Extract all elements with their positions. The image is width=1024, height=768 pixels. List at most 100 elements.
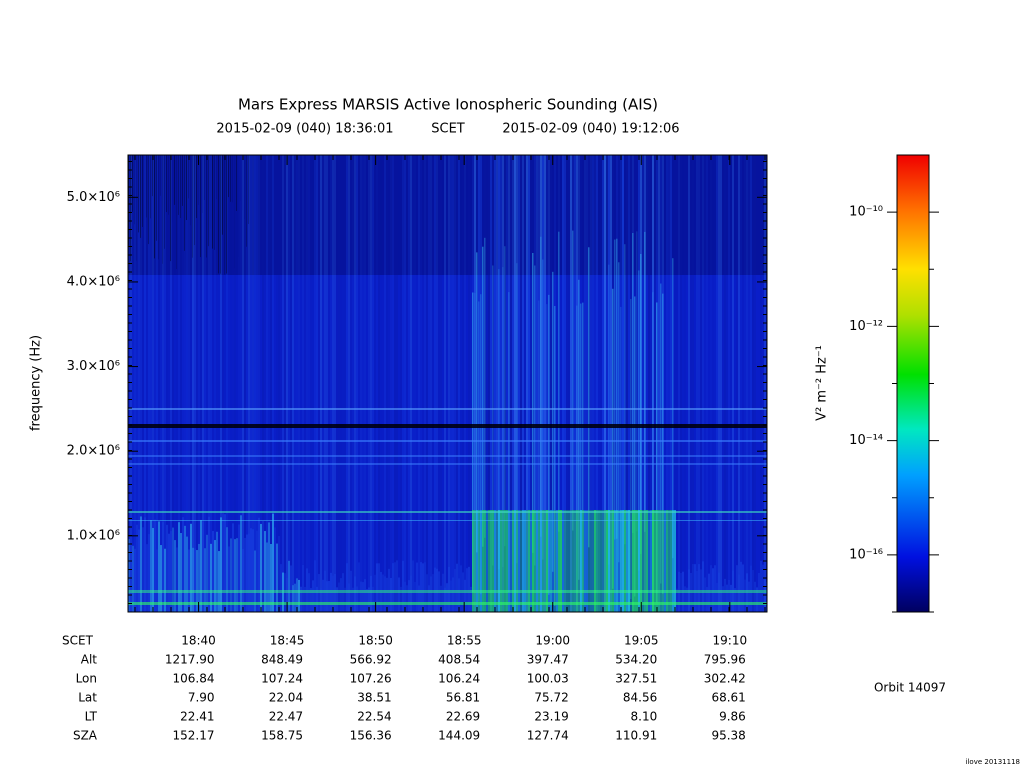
ephemeris-value: 795.96 <box>704 653 746 667</box>
spectrogram-texture <box>504 155 506 612</box>
spectrogram-texture <box>580 510 582 612</box>
x-tick-label: 18:50 <box>358 634 393 648</box>
spectrogram-texture <box>548 510 550 612</box>
spectrogram-texture <box>160 545 162 612</box>
ephemeris-value: 22.47 <box>269 710 303 724</box>
spectrogram-texture <box>222 513 224 612</box>
spectrogram-texture <box>538 300 540 601</box>
spectrogram-texture <box>582 302 584 603</box>
spectrogram-texture <box>394 155 396 612</box>
spectrogram-texture <box>206 155 207 258</box>
ephemeris-value: 56.81 <box>446 691 480 705</box>
spectrogram-texture <box>500 510 502 612</box>
spectrogram-texture <box>398 155 400 612</box>
spectrogram-texture <box>446 583 448 612</box>
ephemeris-value: 152.17 <box>173 729 215 743</box>
spectrogram-texture <box>544 155 546 612</box>
spectrogram-texture <box>568 510 570 612</box>
spectrogram-texture <box>604 510 606 612</box>
spectrogram-texture <box>640 253 642 554</box>
spectrogram-texture <box>486 510 488 612</box>
spectrogram-texture <box>300 155 302 612</box>
spectrogram-texture <box>418 585 420 612</box>
spectrogram-texture <box>490 510 492 612</box>
spectrogram-texture <box>190 523 192 612</box>
ephemeris-value: 302.42 <box>704 672 746 686</box>
spectrogram-texture <box>552 510 554 612</box>
spectrogram-texture <box>628 510 630 612</box>
spectrogram-texture <box>650 155 652 612</box>
spectrogram-texture <box>702 155 704 612</box>
spectrogram-texture <box>346 563 348 612</box>
spectrogram-texture <box>734 588 736 612</box>
spectrogram-texture <box>410 155 412 612</box>
spectrogram-texture <box>692 155 694 612</box>
spectrogram-texture <box>580 303 582 604</box>
spectrogram-texture <box>594 510 596 612</box>
spectrogram-texture <box>614 155 616 612</box>
colorbar-tick-label: 10⁻¹⁶ <box>849 547 883 562</box>
spectrogram-texture <box>226 527 228 612</box>
spectrogram-texture <box>506 155 508 612</box>
spectrogram-texture <box>146 155 148 612</box>
spectrogram-texture <box>638 510 640 612</box>
spectrogram-texture <box>532 155 534 612</box>
spectrogram-texture <box>206 534 208 612</box>
spectrogram-texture <box>332 155 334 612</box>
spectrogram-texture <box>764 155 766 612</box>
spectrogram-texture <box>426 574 428 612</box>
spectrogram-texture <box>474 292 476 593</box>
spectrogram-texture <box>400 586 402 612</box>
spectrogram-texture <box>510 155 512 612</box>
spectrogram-texture <box>750 565 752 612</box>
spectrogram-texture <box>172 155 173 223</box>
spectrogram-texture <box>364 155 366 612</box>
spectrogram-texture <box>554 155 556 612</box>
spectrogram-texture <box>194 548 196 612</box>
spectrogram-texture <box>192 155 193 258</box>
spectrogram-texture <box>320 587 322 612</box>
spectrogram-texture <box>248 155 250 612</box>
spectrogram-texture <box>722 155 724 612</box>
spectrogram-texture <box>232 523 234 612</box>
spectrogram-texture <box>534 265 536 566</box>
spectrogram-texture <box>176 547 178 612</box>
spectrogram-texture <box>182 155 183 206</box>
spectrogram-texture <box>572 230 574 531</box>
spectrogram-band <box>128 455 767 457</box>
spectrogram-texture <box>558 155 560 612</box>
spectrogram-texture <box>458 578 460 612</box>
spectrogram-texture <box>262 155 264 612</box>
spectrogram-texture <box>178 155 180 612</box>
plot-frame <box>127 154 768 613</box>
spectrogram-texture <box>296 578 298 612</box>
spectrogram-texture <box>752 155 754 612</box>
ephemeris-value: 84.56 <box>623 691 657 705</box>
spectrogram-texture <box>504 246 506 547</box>
spectrogram-texture <box>232 155 233 203</box>
spectrogram-texture <box>742 155 744 612</box>
spectrogram-texture <box>262 520 264 612</box>
spectrogram-texture <box>566 510 568 612</box>
spectrogram-texture <box>706 587 708 612</box>
spectrogram-texture <box>590 510 592 612</box>
spectrogram-texture <box>314 155 316 612</box>
spectrogram-texture <box>684 155 686 612</box>
x-tick-label: 19:05 <box>624 634 659 648</box>
spectrogram-texture <box>198 155 199 205</box>
spectrogram-shade <box>128 155 767 275</box>
spectrogram-texture <box>200 155 202 612</box>
spectrogram-texture <box>316 155 318 612</box>
spectrogram-texture <box>596 155 598 612</box>
spectrogram-texture <box>536 155 538 612</box>
spectrogram-texture <box>218 155 219 274</box>
spectrogram-texture <box>704 577 706 612</box>
spectrogram-texture <box>658 155 660 612</box>
spectrogram-texture <box>482 510 484 612</box>
x-tick-label: 19:10 <box>713 634 748 648</box>
spectrogram-texture <box>662 293 664 594</box>
spectrogram-texture <box>420 562 422 612</box>
spectrogram-texture <box>370 155 372 612</box>
spectrogram-texture <box>430 576 432 612</box>
spectrogram-texture <box>760 155 762 612</box>
